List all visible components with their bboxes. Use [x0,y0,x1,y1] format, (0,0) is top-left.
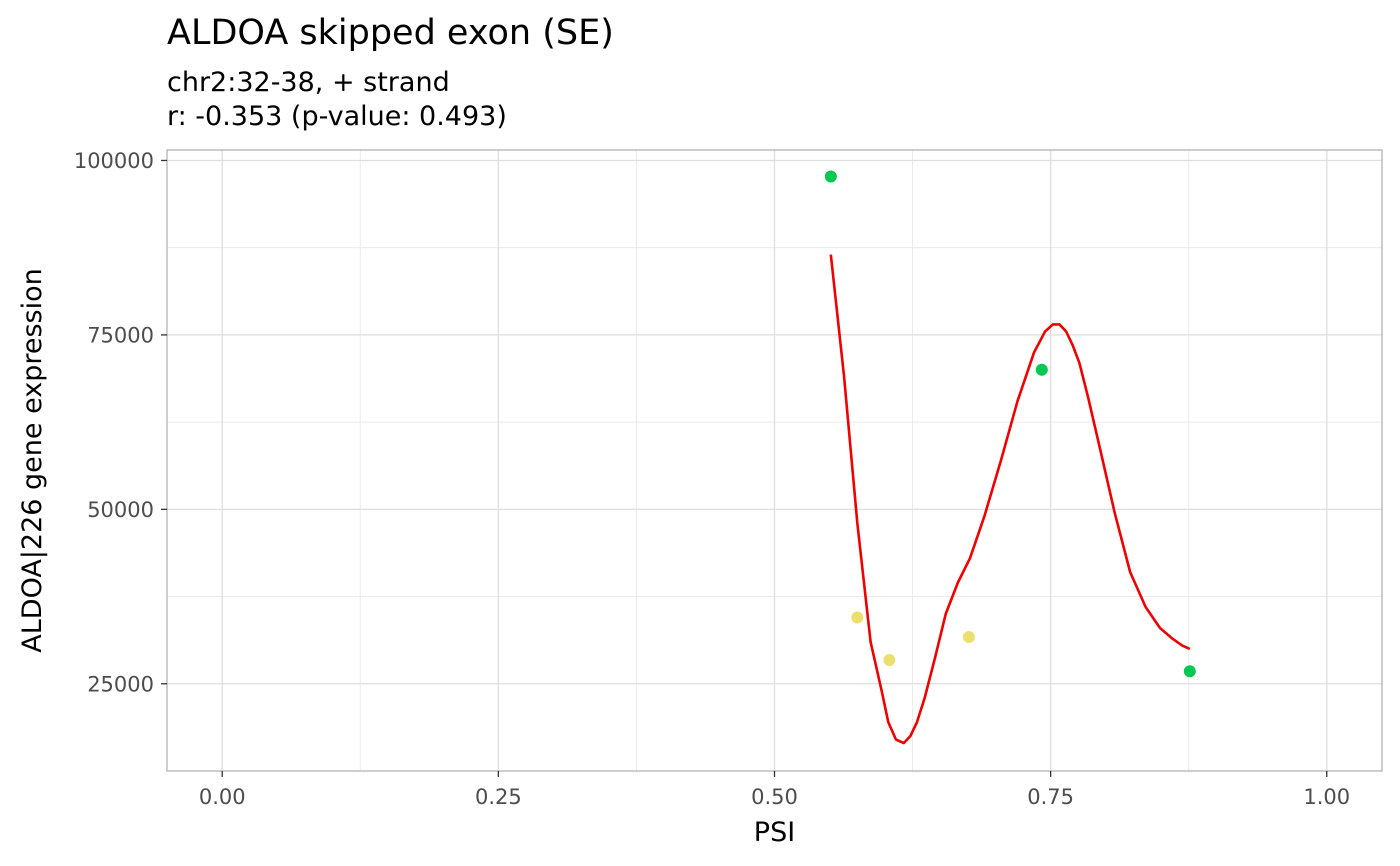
chart-subtitle-line-2: r: -0.353 (p-value: 0.493) [167,101,507,132]
y-tick-label: 100000 [74,149,154,173]
y-axis-ticks: 25000 50000 75000 100000 [74,149,167,696]
x-tick-label: 0.25 [475,785,522,809]
x-tick-label: 0.50 [751,785,798,809]
data-points [824,170,1196,678]
y-tick-label: 50000 [87,498,154,522]
data-point [962,631,975,644]
chart-subtitle-line-1: chr2:32-38, + strand [167,67,450,98]
x-tick-label: 1.00 [1303,785,1350,809]
data-point [851,611,864,624]
major-gridlines [167,150,1382,771]
data-point [1183,665,1196,678]
y-tick-label: 25000 [87,672,154,696]
y-tick-label: 75000 [87,323,154,347]
x-tick-label: 0.75 [1027,785,1074,809]
data-point [824,170,837,183]
x-axis-title: PSI [754,817,795,848]
x-axis-ticks: 0.00 0.25 0.50 0.75 1.00 [199,771,1350,809]
y-axis-title: ALDOA|226 gene expression [17,268,48,652]
trend-line [829,254,1191,745]
x-tick-label: 0.00 [199,785,246,809]
data-point [883,654,896,667]
chart-title: ALDOA skipped exon (SE) [167,13,614,53]
data-point [1035,363,1048,376]
